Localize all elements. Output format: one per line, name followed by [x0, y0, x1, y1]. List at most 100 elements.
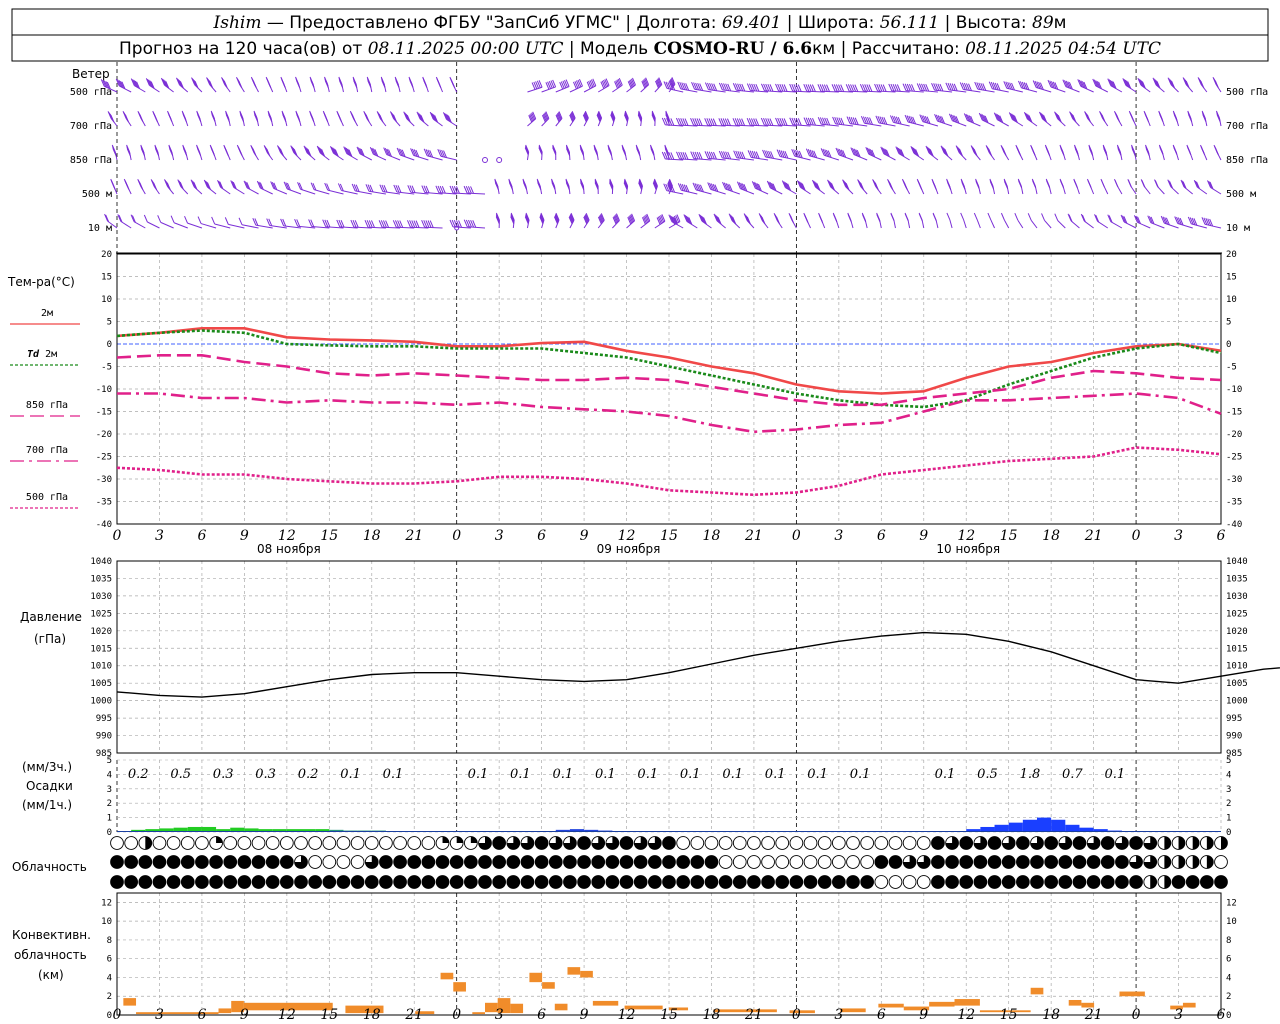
pressure-tick-left: 990: [96, 732, 112, 742]
wind-barb-flag: [1068, 82, 1073, 90]
cloud-circle: [916, 875, 931, 889]
convective-frame: [116, 892, 1222, 1016]
wind-barb-flag: [425, 185, 430, 194]
wind-barb-shaft: [396, 226, 415, 229]
wind-barb-flag: [666, 117, 671, 126]
cloud-fill: [931, 836, 945, 850]
cloud-fill: [351, 875, 365, 889]
temp-tick-right: -30: [1226, 475, 1242, 485]
wind-barb-flag: [708, 118, 713, 126]
wind-barb-icon: [182, 144, 189, 161]
cloud-cover-icon: [1185, 855, 1200, 869]
wind-barb-icon: [363, 111, 373, 127]
wind-barb-flag: [1191, 217, 1196, 226]
wind-barb-flag: [552, 79, 557, 88]
cloud-fill: [506, 836, 520, 850]
wind-barb-flag: [372, 148, 377, 156]
wind-barb-flag: [535, 81, 540, 89]
wind-barb-flag: [881, 147, 886, 155]
wind-barb-flag: [755, 118, 760, 126]
altitude-value: 89: [1032, 13, 1054, 33]
wind-barb-icon: [190, 179, 203, 195]
wind-barb-icon: [376, 111, 387, 127]
cloud-fill: [959, 855, 973, 869]
wind-barb-flag: [178, 79, 182, 87]
wind-barb-flag: [710, 118, 715, 126]
wind-barb-flag: [768, 181, 773, 189]
wind-barb-flag: [624, 112, 629, 121]
wind-barb-icon: [508, 178, 514, 195]
cloud-fill: [775, 875, 789, 889]
cloud-fill: [492, 855, 506, 869]
cloud-circle: [732, 836, 747, 850]
wind-barb-icon: [803, 117, 825, 127]
wind-barb-icon: [707, 182, 726, 195]
precip-3h-value: 0.5: [170, 767, 191, 782]
cloud-fill: [478, 855, 492, 869]
wind-barb-flag: [669, 79, 674, 88]
cloud-circle: [817, 855, 832, 869]
wind-barb-flag: [804, 215, 809, 224]
wind-barb-icon: [597, 213, 605, 229]
wind-barb-icon: [122, 111, 132, 127]
cloud-fill: [1164, 836, 1171, 850]
wind-barb-icon: [607, 144, 613, 161]
wind-barb-flag: [1040, 112, 1044, 120]
wind-barb-shaft: [779, 156, 797, 161]
wind-barb-flag: [747, 150, 752, 158]
cloud-cover-icon: [973, 875, 988, 889]
wind-barb-flag: [583, 113, 588, 122]
wind-barb-shaft: [452, 226, 471, 229]
temp-tick-right: -20: [1226, 430, 1242, 440]
convective-bar: [1170, 1005, 1183, 1010]
wind-barb-icon: [330, 146, 344, 161]
wind-barb-flag: [624, 111, 629, 120]
wind-level-label-right: 700 гПа: [1226, 121, 1268, 132]
wind-barb-shaft: [849, 90, 868, 93]
cloud-fill: [804, 875, 817, 889]
wind-barb-icon: [1069, 111, 1080, 127]
wind-barb-flag: [864, 84, 869, 92]
wind-barb-flag: [1041, 213, 1045, 221]
wind-barb-flag: [378, 220, 383, 228]
wind-barb-flag: [1055, 112, 1059, 120]
wind-barb-flag: [1078, 79, 1083, 88]
wind-barb-flag: [756, 183, 761, 191]
hour-tick-label: 0: [452, 1007, 461, 1023]
wind-barb-flag: [243, 180, 248, 188]
cloud-fill: [1073, 836, 1086, 850]
wind-barb-icon: [847, 212, 854, 229]
wind-barb-shaft: [708, 89, 726, 93]
wind-barb-flag: [765, 83, 770, 92]
hour-tick-label: 15: [660, 1007, 678, 1023]
temp-tick-left: 10: [101, 295, 112, 305]
wind-barb-shaft: [1140, 84, 1151, 93]
wind-barb-icon: [250, 76, 259, 93]
wind-barb-flag: [836, 117, 841, 125]
wind-barb-flag: [580, 182, 585, 190]
wind-barb-flag: [694, 118, 699, 126]
wind-barb-flag: [622, 148, 627, 157]
wind-barb-flag: [1187, 216, 1192, 225]
wind-barb-shaft: [399, 154, 415, 161]
cloud-fill: [1002, 875, 1016, 889]
wind-barb-flag: [748, 118, 753, 126]
wind-barb-shaft: [359, 153, 373, 161]
wind-barb-flag: [891, 115, 896, 124]
wind-barb-flag: [176, 77, 180, 86]
cloud-cover-icon: [1015, 855, 1030, 869]
wind-barb-icon: [137, 110, 146, 127]
cloud-fill: [563, 836, 577, 850]
wind-barb-shaft: [367, 226, 386, 229]
cloud-fill: [110, 855, 124, 869]
wind-barb-shaft: [806, 90, 825, 93]
wind-barb-flag: [939, 83, 944, 92]
cloud-cover-icon: [1199, 855, 1214, 869]
wind-barb-flag: [337, 183, 342, 191]
wind-barb-icon: [746, 83, 769, 93]
wind-barb-flag: [805, 84, 810, 92]
cloud-circle: [874, 836, 889, 850]
wind-barb-flag: [343, 146, 348, 154]
wind-barb-flag: [831, 84, 836, 92]
hour-tick-label: 3: [834, 1007, 843, 1023]
